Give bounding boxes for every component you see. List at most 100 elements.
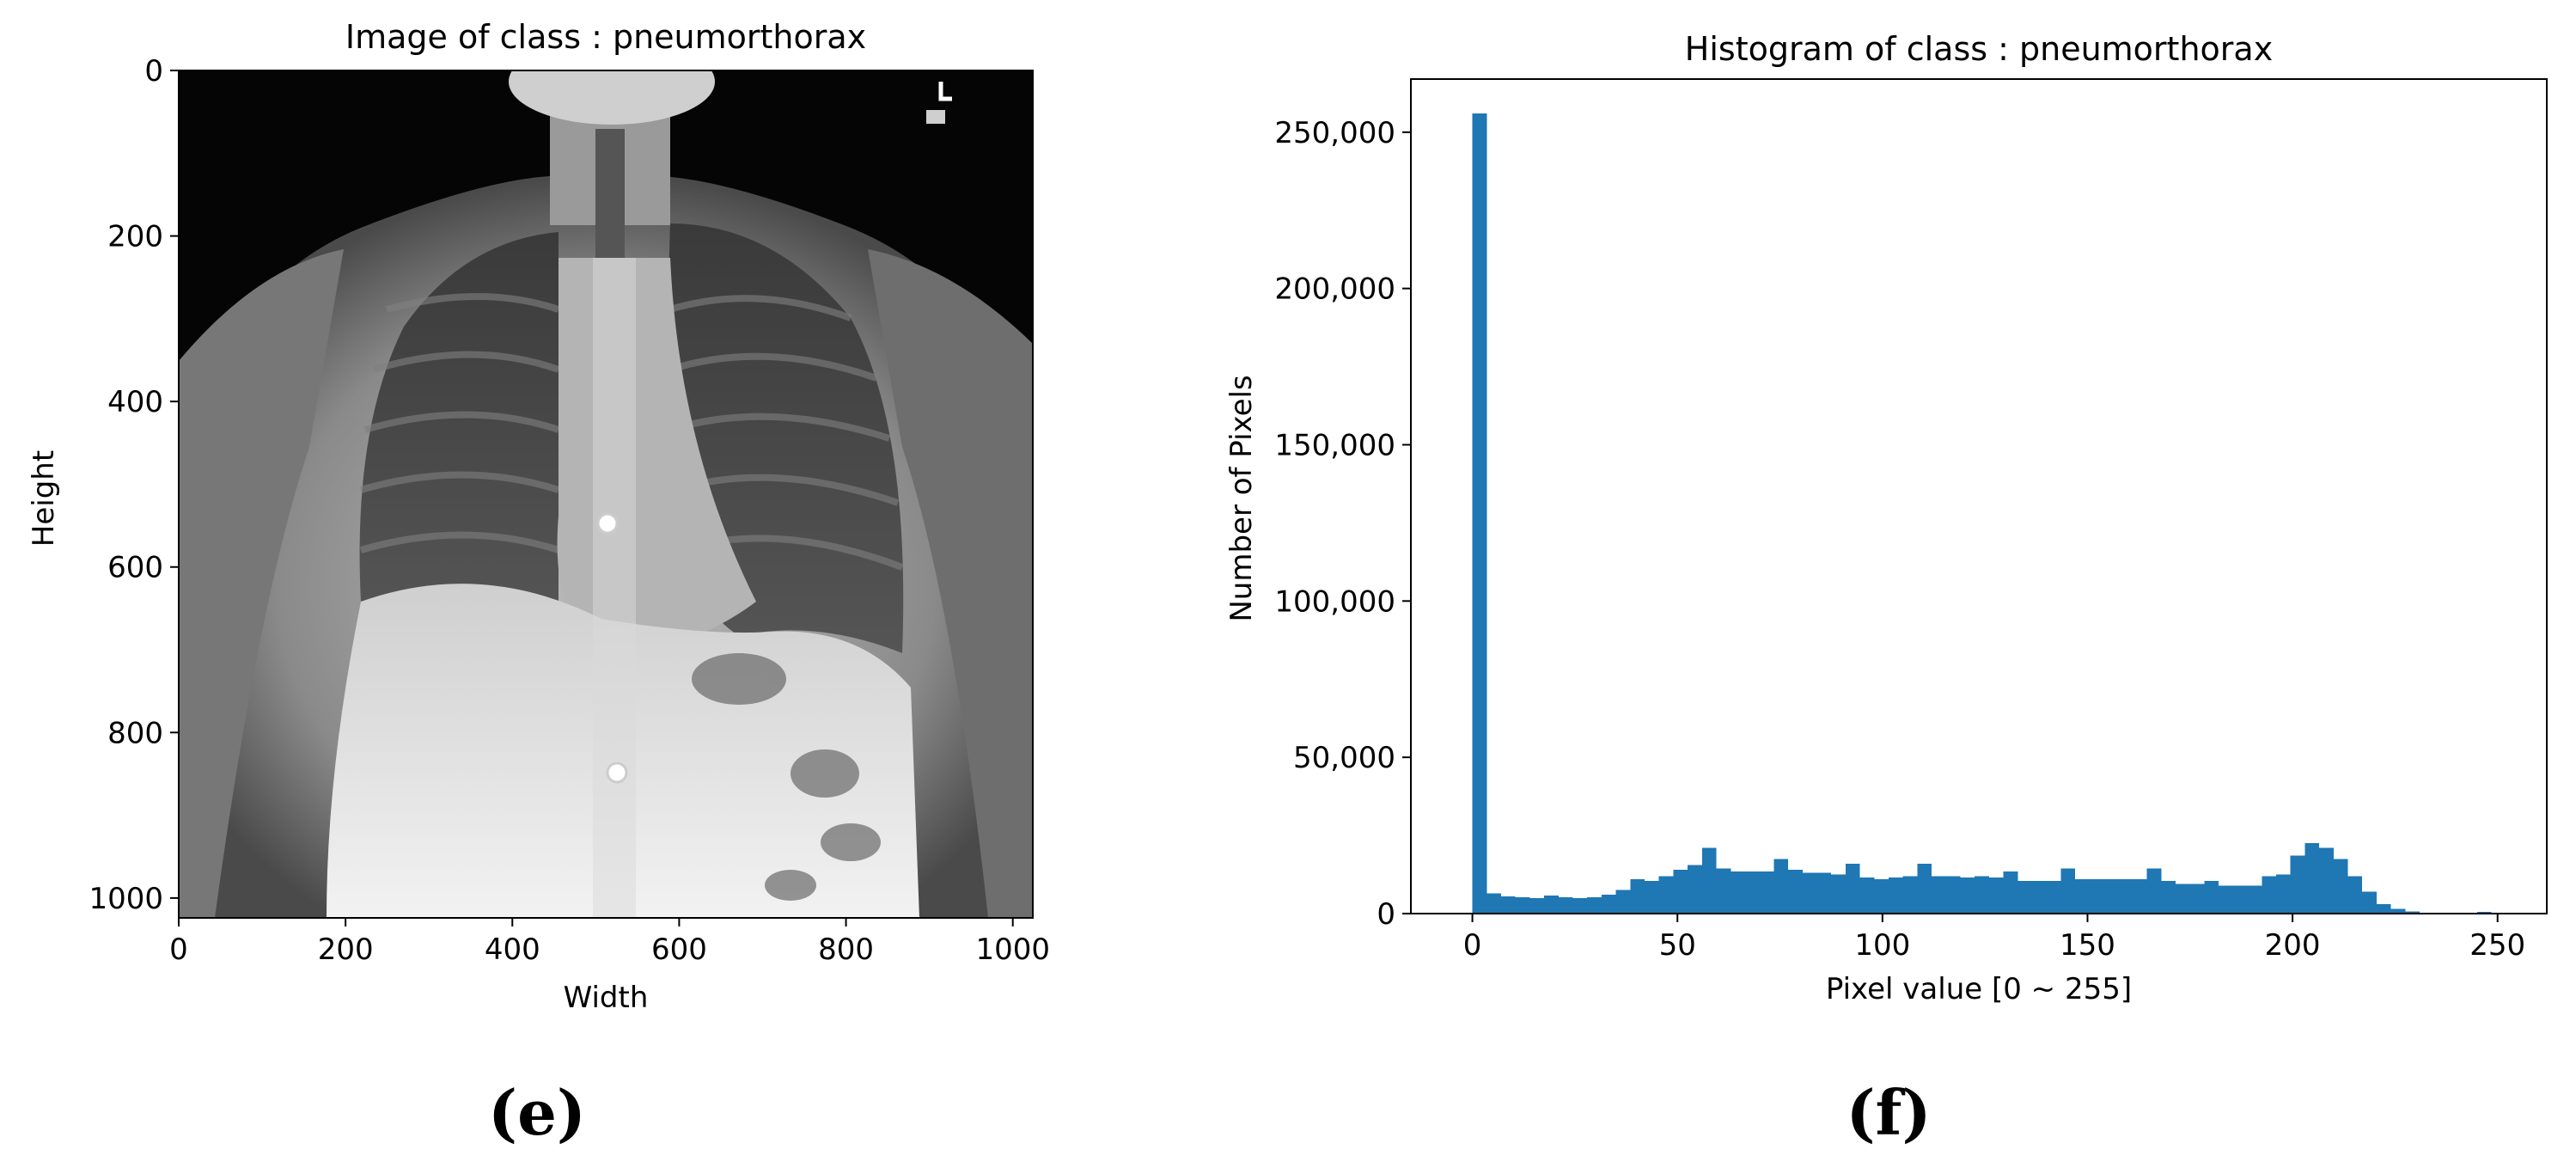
chart-x-tick-label: 200 [2265, 928, 2321, 963]
chart-x-tick-label: 100 [1854, 928, 1910, 963]
panel-e-title: Image of class : pneumorthorax [345, 18, 866, 56]
panel-e-label: (e) [488, 1076, 586, 1149]
panel-e-x-tick-label: 800 [818, 932, 874, 967]
panel-e-x-tick-label: 400 [485, 932, 540, 967]
histogram-bar [1874, 878, 1889, 914]
panel-e-x-tick-label: 200 [318, 932, 374, 967]
histogram-bar [1889, 877, 1903, 914]
histogram-bar [1658, 876, 1674, 914]
histogram-bar [1500, 896, 1516, 914]
chart-y-tick-label: 50,000 [1293, 741, 1395, 775]
histogram-bar [2247, 885, 2262, 914]
histogram-bar [1902, 876, 1918, 914]
plot-frame [1410, 78, 2548, 914]
histogram-bar [1716, 868, 1731, 914]
panel-e-x-tick-label: 1000 [975, 932, 1050, 967]
panel-e-y-tick-label: 1000 [89, 882, 163, 916]
histogram-bar [2132, 878, 2147, 914]
histogram-bar [2075, 878, 2090, 914]
histogram-bar [1759, 871, 1774, 914]
histogram-bar [2146, 868, 2162, 914]
histogram-bar [1572, 897, 1588, 914]
histogram-bar [1688, 865, 1702, 914]
histogram-bar [1601, 895, 1616, 914]
histogram-bar [2390, 908, 2406, 914]
histogram-bar [1802, 872, 1817, 914]
panel-f-label: (f) [1846, 1076, 1931, 1149]
histogram-bar [1917, 863, 1932, 914]
histogram-bar [1960, 877, 1975, 914]
chart-x-tick-label: 0 [1463, 928, 1482, 963]
panel-e-ylabel: Height [27, 450, 61, 547]
histogram-bar [2362, 891, 2377, 914]
histogram-bar [1587, 897, 1602, 914]
chart-x-tick-label: 250 [2469, 928, 2525, 963]
panel-e-y-tick-label: 400 [107, 385, 163, 419]
histogram-bar [2262, 876, 2277, 914]
histogram-bar [1988, 877, 2004, 914]
histogram-bar [1788, 870, 1803, 914]
histogram-bar [2103, 878, 2119, 914]
histogram-bar [1544, 895, 1559, 914]
chart-x-tick-label: 150 [2060, 928, 2115, 963]
histogram-bar [1744, 871, 1760, 914]
chart-x-ticks: 0 50 100 150 200 250 [1463, 914, 2525, 963]
panel-e-y-ticks: 0 200 400 600 800 1000 [89, 54, 179, 916]
panel-e-x-ticks: 0 200 400 600 800 1000 [169, 918, 1050, 967]
histogram-bar [2176, 884, 2190, 914]
histogram-bar [2319, 847, 2334, 914]
histogram-bar [2290, 855, 2305, 914]
chart-x-tick-label: 50 [1659, 928, 1696, 963]
chart-y-tick-label: 150,000 [1274, 428, 1395, 462]
xray-image [179, 70, 1033, 918]
histogram-bar [1701, 847, 1717, 914]
panel-f: Histogram of class : pneumorthorax 0 50,0… [1224, 30, 2548, 1149]
histogram-bar [1773, 859, 1789, 914]
histogram-bar [1529, 897, 1545, 914]
chart-title: Histogram of class : pneumorthorax [1685, 30, 2273, 68]
histogram-bar [2060, 868, 2076, 914]
histogram-bar [1486, 893, 1501, 914]
histogram-bar [2204, 880, 2219, 914]
histogram-bar [2189, 884, 2205, 914]
histogram-bar [1630, 878, 1645, 914]
histogram-bar [1615, 890, 1631, 914]
histogram-bar [1945, 876, 1961, 914]
chart-y-tick-label: 0 [1377, 897, 1395, 932]
panel-e-y-tick-label: 0 [144, 54, 163, 89]
chart-xlabel: Pixel value [0 ~ 255] [1826, 972, 2132, 1006]
chart-y-tick-label: 250,000 [1274, 116, 1395, 150]
histogram-bar [2118, 878, 2133, 914]
histogram-bar [2017, 880, 2033, 914]
histogram-bar [1645, 880, 1659, 914]
histogram-bar [1731, 871, 1745, 914]
panel-e-y-tick-label: 200 [107, 220, 163, 254]
histogram-bar [1816, 872, 1832, 914]
histogram-bar [2376, 904, 2391, 914]
panel-e-xlabel: Width [564, 981, 649, 1015]
panel-e: Image of class : pneumorthorax [27, 18, 1050, 1149]
histogram-bar [1831, 874, 1846, 914]
histogram-bar [2089, 878, 2104, 914]
histogram-bar [2405, 911, 2420, 914]
chart-y-tick-label: 100,000 [1274, 584, 1395, 619]
histogram-bar [2046, 880, 2061, 914]
panel-e-y-tick-label: 600 [107, 551, 163, 585]
histogram-bar [1975, 876, 1989, 914]
histogram-bar [2333, 859, 2348, 914]
histogram-bar [2232, 885, 2248, 914]
histogram-bar [2304, 843, 2320, 914]
histogram-bar [2003, 871, 2018, 914]
panel-e-x-tick-label: 600 [651, 932, 707, 967]
histogram-bar [1515, 897, 1530, 914]
histogram-bar [1859, 877, 1875, 914]
histogram-bar [1845, 863, 1860, 914]
chart-ylabel: Number of Pixels [1224, 375, 1259, 621]
histogram-bar [1558, 897, 1573, 914]
histogram-bars [1472, 113, 2520, 914]
chart-y-ticks: 0 50,000 100,000 150,000 200,000 250,000 [1274, 116, 1411, 932]
histogram-bar [1673, 870, 1688, 914]
histogram-bar [1932, 876, 1946, 914]
panel-e-x-tick-label: 0 [169, 932, 188, 967]
